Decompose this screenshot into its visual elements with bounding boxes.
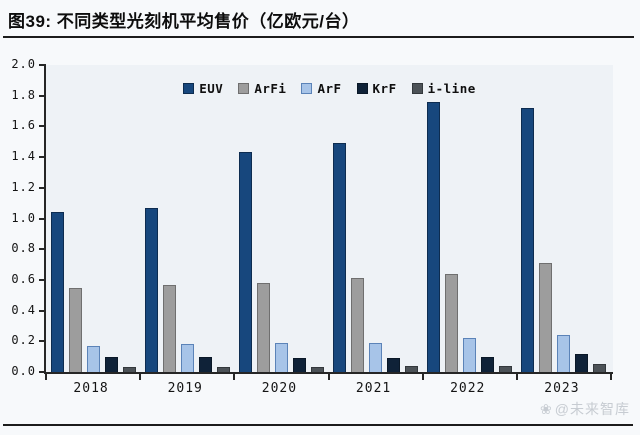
bar-group-2020 (234, 65, 328, 372)
y-tick-label: 1.6 (11, 118, 36, 133)
bar-ArFi-2023 (539, 263, 553, 372)
bar-ArFi-2021 (351, 278, 365, 372)
legend-swatch-EUV (183, 83, 195, 94)
y-tick-label: 0.0 (11, 364, 36, 378)
y-tick (39, 156, 46, 159)
bar-EUV-2019 (144, 208, 158, 372)
bar-EUV-2022 (427, 102, 441, 372)
legend-swatch-KrF (356, 83, 368, 94)
bar-i-line-2018 (122, 367, 136, 372)
y-tick-label: 1.0 (11, 210, 36, 225)
y-tick (39, 278, 46, 281)
bar-KrF-2023 (575, 354, 589, 372)
legend-label: EUV (199, 81, 224, 96)
bar-KrF-2019 (198, 357, 212, 372)
bar-ArF-2020 (274, 343, 288, 372)
legend-swatch-i-line (411, 83, 423, 94)
y-tick (39, 186, 46, 189)
bar-i-line-2023 (593, 364, 607, 372)
bottom-divider (3, 424, 633, 426)
x-tick (421, 374, 424, 380)
bar-group-2019 (140, 65, 234, 372)
legend-item-EUV: EUV (183, 81, 223, 96)
bar-ArFi-2019 (162, 285, 176, 372)
bar-group-2023 (517, 65, 611, 372)
y-tick-label: 0.8 (11, 241, 36, 256)
y-tick (39, 371, 46, 373)
watermark-text: @未来智库 (554, 401, 630, 417)
bar-group-2018 (46, 65, 140, 372)
y-tick-label: 1.8 (11, 87, 36, 102)
bar-ArF-2022 (463, 338, 477, 372)
bar-EUV-2021 (333, 143, 347, 372)
legend-label: ArF (317, 81, 342, 96)
y-tick (39, 340, 46, 343)
bar-KrF-2022 (481, 357, 495, 372)
plot-area: EUV ArFi ArF KrF i-line (44, 65, 613, 374)
bar-ArFi-2020 (256, 283, 270, 372)
x-label-2022: 2022 (450, 381, 486, 396)
legend: EUV ArFi ArF KrF i-line (46, 81, 613, 96)
bar-ArF-2021 (369, 343, 383, 372)
legend-label: KrF (372, 81, 397, 96)
legend-item-ArFi: ArFi (238, 81, 286, 96)
x-tick (327, 374, 330, 380)
bar-i-line-2019 (216, 367, 230, 372)
y-tick-label: 2.0 (11, 57, 36, 71)
legend-item-ArF: ArF (301, 81, 341, 96)
bar-ArFi-2018 (68, 288, 82, 372)
y-tick (39, 217, 46, 220)
bar-EUV-2023 (521, 108, 535, 372)
x-label-2020: 2020 (261, 381, 298, 396)
legend-item-KrF: KrF (356, 81, 397, 96)
x-tick (45, 374, 47, 380)
legend-swatch-ArFi (238, 83, 250, 94)
y-tick-label: 1.2 (11, 179, 36, 194)
legend-swatch-ArF (301, 83, 313, 94)
x-label-2019: 2019 (167, 381, 203, 396)
legend-label: ArFi (254, 81, 287, 96)
bar-ArF-2023 (557, 335, 571, 372)
y-tick (39, 309, 46, 312)
bar-ArFi-2022 (445, 274, 459, 372)
bar-i-line-2021 (405, 366, 419, 372)
legend-label: i-line (427, 81, 476, 96)
title-divider (3, 36, 634, 38)
y-tick-label: 0.2 (11, 333, 36, 348)
x-label-2018: 2018 (73, 381, 109, 396)
bar-KrF-2018 (104, 357, 118, 372)
bar-ArF-2018 (86, 346, 100, 372)
y-tick-label: 1.4 (11, 149, 36, 164)
legend-item-i-line: i-line (411, 81, 476, 96)
bar-group-2022 (423, 65, 517, 372)
x-tick (610, 374, 612, 380)
x-label-2023: 2023 (544, 381, 580, 396)
y-tick (39, 64, 46, 66)
bar-EUV-2018 (50, 212, 64, 372)
figure-title: 图39: 不同类型光刻机平均售价（亿欧元/台） (8, 12, 360, 31)
x-tick (139, 374, 142, 380)
x-tick (515, 374, 518, 380)
flower-icon: ❀ (540, 400, 553, 417)
bar-KrF-2020 (292, 358, 306, 372)
y-tick (39, 94, 46, 97)
watermark: ❀ @未来智库 (540, 399, 630, 419)
bar-i-line-2022 (499, 366, 513, 372)
x-tick (233, 374, 236, 380)
y-tick (39, 248, 46, 251)
y-tick (39, 125, 46, 128)
bar-group-2021 (329, 65, 423, 372)
y-tick-label: 0.6 (11, 271, 36, 286)
bar-ArF-2019 (180, 344, 194, 372)
bar-i-line-2020 (310, 367, 324, 372)
x-label-2021: 2021 (355, 381, 392, 396)
bar-KrF-2021 (387, 358, 401, 372)
y-tick-label: 0.4 (11, 302, 36, 317)
bar-EUV-2020 (238, 152, 252, 372)
